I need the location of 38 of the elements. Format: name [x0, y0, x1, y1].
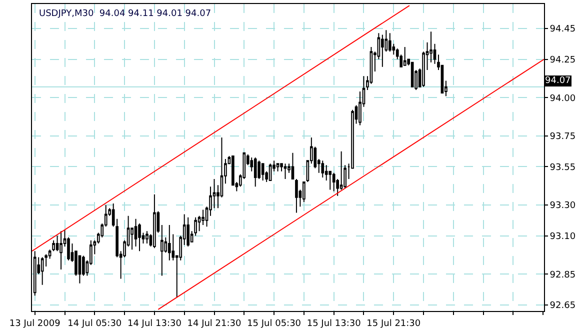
y-tick-label: 94.45 [550, 24, 576, 35]
candlestick [403, 46, 406, 66]
ref-line-label: 94.07 [545, 76, 571, 86]
y-tick-label: 93.10 [550, 232, 576, 242]
candlestick [153, 194, 156, 249]
x-tick-label: 13 Jul 2009 [9, 318, 61, 329]
x-tick-label: 14 Jul 13:30 [127, 318, 182, 329]
x-tick-label: 14 Jul 21:30 [187, 318, 242, 329]
candlestick [60, 230, 62, 270]
y-tick-label: 93.30 [550, 201, 576, 212]
candlestick [284, 163, 287, 180]
candlestick [186, 216, 190, 248]
text: USDJPY,M30 94.04 94.11 94.01 94.07 [39, 9, 212, 19]
candlestick [381, 34, 384, 68]
candlestick [146, 230, 148, 244]
candlestick [254, 157, 257, 188]
candlestick [276, 163, 280, 172]
candlestick [291, 152, 294, 180]
x-tick-label: 14 Jul 05:30 [68, 318, 122, 329]
candlestick [168, 224, 171, 261]
candlestick [295, 178, 298, 214]
y-tick-label: 93.75 [550, 132, 576, 142]
y-tick-label: 93.55 [550, 162, 576, 173]
y-tick-label: 92.65 [550, 301, 576, 312]
candlestick [261, 163, 264, 182]
y-tick-label: 94.25 [550, 55, 576, 66]
x-tick-label: 15 Jul 21:30 [366, 318, 421, 329]
y-tick-label: 92.85 [550, 270, 576, 280]
candlestick [321, 160, 324, 178]
candlestick [332, 172, 336, 192]
candlestick [388, 32, 392, 52]
y-tick-label: 94.00 [550, 94, 576, 104]
candlestick [134, 218, 138, 248]
candlestick [160, 224, 164, 276]
x-tick-label: 15 Jul 13:30 [306, 318, 362, 329]
candlestick [138, 223, 141, 252]
x-tick-label: 15 Jul 05:30 [247, 318, 302, 329]
candlestick [40, 256, 44, 286]
